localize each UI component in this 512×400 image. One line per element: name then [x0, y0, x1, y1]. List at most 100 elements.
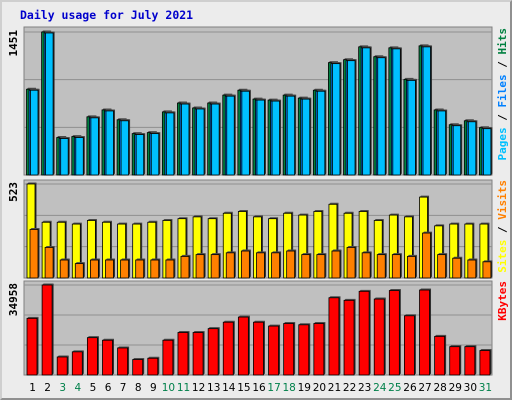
bar-kbytes-day-20-face [313, 323, 325, 376]
bar-kbytes-day-7-face [117, 347, 128, 376]
bar-pages-day-3 [60, 137, 70, 176]
bar-kbytes-day-5-face [86, 337, 98, 376]
x-tick-label-10: 10 [162, 382, 175, 394]
x-tick-label-7: 7 [120, 382, 127, 394]
bar-kbytes-day-16 [253, 320, 265, 376]
bar-kbytes-day-9 [147, 356, 160, 376]
bar-visits-day-8 [135, 258, 146, 279]
bar-kbytes-day-15-face [237, 316, 249, 376]
bar-pages-day-6-face [105, 110, 114, 176]
bar-pages-day-19 [301, 97, 312, 176]
bar-pages-day-18-face [286, 95, 296, 176]
bar-pages-day-31 [483, 127, 493, 176]
bar-kbytes-day-30 [464, 345, 477, 376]
bar-kbytes-day-7 [117, 346, 130, 376]
bar-visits-day-19-face [301, 254, 311, 279]
bar-pages-day-8-face [135, 134, 145, 176]
bar-kbytes-day-17 [268, 324, 281, 376]
panel-volume-legend: KBytes [496, 281, 509, 321]
bar-pages-day-30 [467, 120, 478, 176]
bar-visits-day-28-face [437, 254, 447, 279]
x-tick-label-3: 3 [59, 382, 66, 394]
bar-pages-day-24 [377, 56, 387, 176]
bar-pages-day-27-face [422, 46, 431, 176]
bar-visits-day-23 [361, 251, 372, 279]
bar-kbytes-day-29 [449, 345, 462, 376]
x-tick-label-16: 16 [252, 382, 266, 394]
panel-visitors: 523 Sites / Visits [7, 179, 509, 279]
x-tick-label-13: 13 [207, 382, 220, 394]
bar-pages-day-22 [347, 59, 357, 176]
x-tick-label-19: 19 [298, 382, 311, 394]
bar-pages-day-11 [181, 102, 191, 176]
bar-visits-day-5-face [89, 259, 99, 279]
bar-pages-day-18 [286, 94, 297, 176]
bar-kbytes-day-13-face [207, 328, 219, 376]
bar-visits-day-25-face [391, 254, 401, 279]
bar-pages-day-23-face [362, 47, 371, 176]
bar-kbytes-day-12 [192, 331, 205, 376]
bar-kbytes-day-11-face [177, 332, 189, 376]
panel-visitors-legend: Sites / Visits [496, 180, 509, 273]
bar-visits-day-3 [59, 258, 70, 279]
x-tick-label-22: 22 [343, 382, 356, 394]
x-tick-label-12: 12 [192, 382, 205, 394]
x-tick-label-1: 1 [29, 382, 36, 394]
bar-visits-day-11-face [180, 256, 190, 279]
bar-visits-day-17 [271, 251, 282, 279]
bar-kbytes-day-27 [419, 288, 432, 376]
legend-separator: / [496, 55, 509, 75]
bar-pages-day-2 [45, 31, 55, 176]
legend-hits: Hits [496, 28, 509, 55]
bar-kbytes-day-30-face [464, 346, 476, 376]
bar-kbytes-day-23-face [358, 290, 370, 376]
bar-visits-day-8-face [135, 259, 145, 279]
bar-kbytes-day-26-face [404, 315, 415, 376]
x-tick-label-2: 2 [44, 382, 51, 394]
bar-kbytes-day-6 [102, 338, 114, 376]
bar-kbytes-day-11 [177, 331, 190, 376]
bar-visits-day-18-face [286, 250, 296, 279]
bar-pages-day-14-face [226, 95, 235, 176]
bar-pages-day-21 [332, 62, 342, 176]
bar-visits-day-17-face [271, 252, 280, 279]
bar-pages-day-5-face [90, 117, 99, 176]
x-tick-label-9: 9 [150, 382, 157, 394]
bar-visits-day-1 [29, 227, 40, 279]
bar-visits-day-4 [74, 262, 85, 279]
bar-pages-day-26-face [407, 79, 416, 176]
bar-visits-day-5 [89, 258, 100, 279]
x-tick-label-30: 30 [464, 382, 477, 394]
bar-visits-day-15-face [240, 250, 250, 279]
x-tick-label-31: 31 [479, 382, 492, 394]
bar-kbytes-day-28 [434, 334, 447, 376]
bar-visits-day-26-face [407, 256, 416, 279]
bar-pages-day-4 [75, 136, 85, 176]
x-tick-label-27: 27 [418, 382, 431, 394]
bar-kbytes-day-24 [373, 297, 386, 376]
bar-kbytes-day-3-face [56, 356, 68, 376]
bar-kbytes-day-14-face [222, 321, 234, 376]
bar-visits-day-9 [150, 258, 161, 279]
x-tick-label-23: 23 [358, 382, 371, 394]
bar-pages-day-29 [452, 124, 463, 176]
bar-kbytes-day-4-face [71, 351, 83, 376]
bar-kbytes-day-5 [86, 336, 99, 376]
bar-pages-day-25 [392, 47, 402, 176]
bar-visits-day-31 [482, 260, 493, 279]
bar-visits-day-4-face [74, 263, 84, 279]
bar-pages-day-13 [211, 102, 221, 176]
bar-visits-day-22-face [346, 247, 356, 279]
bar-visits-day-21 [331, 249, 342, 279]
bar-pages-day-7 [120, 119, 131, 176]
x-tick-label-18: 18 [283, 382, 296, 394]
legend-sites: Sites [496, 240, 509, 273]
bar-pages-day-28 [437, 109, 448, 176]
bar-kbytes-day-10 [162, 338, 175, 376]
bar-kbytes-day-6-face [102, 339, 113, 376]
bar-kbytes-day-25-face [388, 290, 400, 376]
bar-kbytes-day-1 [26, 316, 39, 376]
bar-kbytes-day-14 [222, 320, 235, 376]
bar-visits-day-6 [105, 258, 115, 279]
bar-pages-day-10 [165, 111, 176, 176]
